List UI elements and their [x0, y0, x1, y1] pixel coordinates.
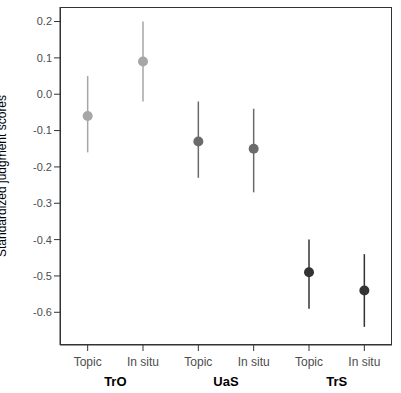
svg-text:-0.4: -0.4	[33, 234, 52, 246]
svg-text:In situ: In situ	[348, 355, 380, 369]
svg-text:0.0: 0.0	[37, 88, 52, 100]
svg-text:In situ: In situ	[127, 355, 159, 369]
svg-text:Topic: Topic	[184, 355, 212, 369]
svg-text:-0.3: -0.3	[33, 197, 52, 209]
svg-text:TrS: TrS	[326, 374, 347, 389]
svg-text:Topic: Topic	[74, 355, 102, 369]
svg-text:TrO: TrO	[104, 374, 126, 389]
svg-text:Standardized judgment scores: Standardized judgment scores	[8, 95, 9, 257]
svg-text:Topic: Topic	[295, 355, 323, 369]
svg-text:UaS: UaS	[213, 374, 239, 389]
svg-text:In situ: In situ	[238, 355, 270, 369]
svg-text:0.1: 0.1	[37, 52, 52, 64]
svg-text:-0.6: -0.6	[33, 306, 52, 318]
svg-text:0.2: 0.2	[37, 15, 52, 27]
svg-text:-0.2: -0.2	[33, 161, 52, 173]
svg-text:-0.1: -0.1	[33, 124, 52, 136]
svg-text:-0.5: -0.5	[33, 270, 52, 282]
